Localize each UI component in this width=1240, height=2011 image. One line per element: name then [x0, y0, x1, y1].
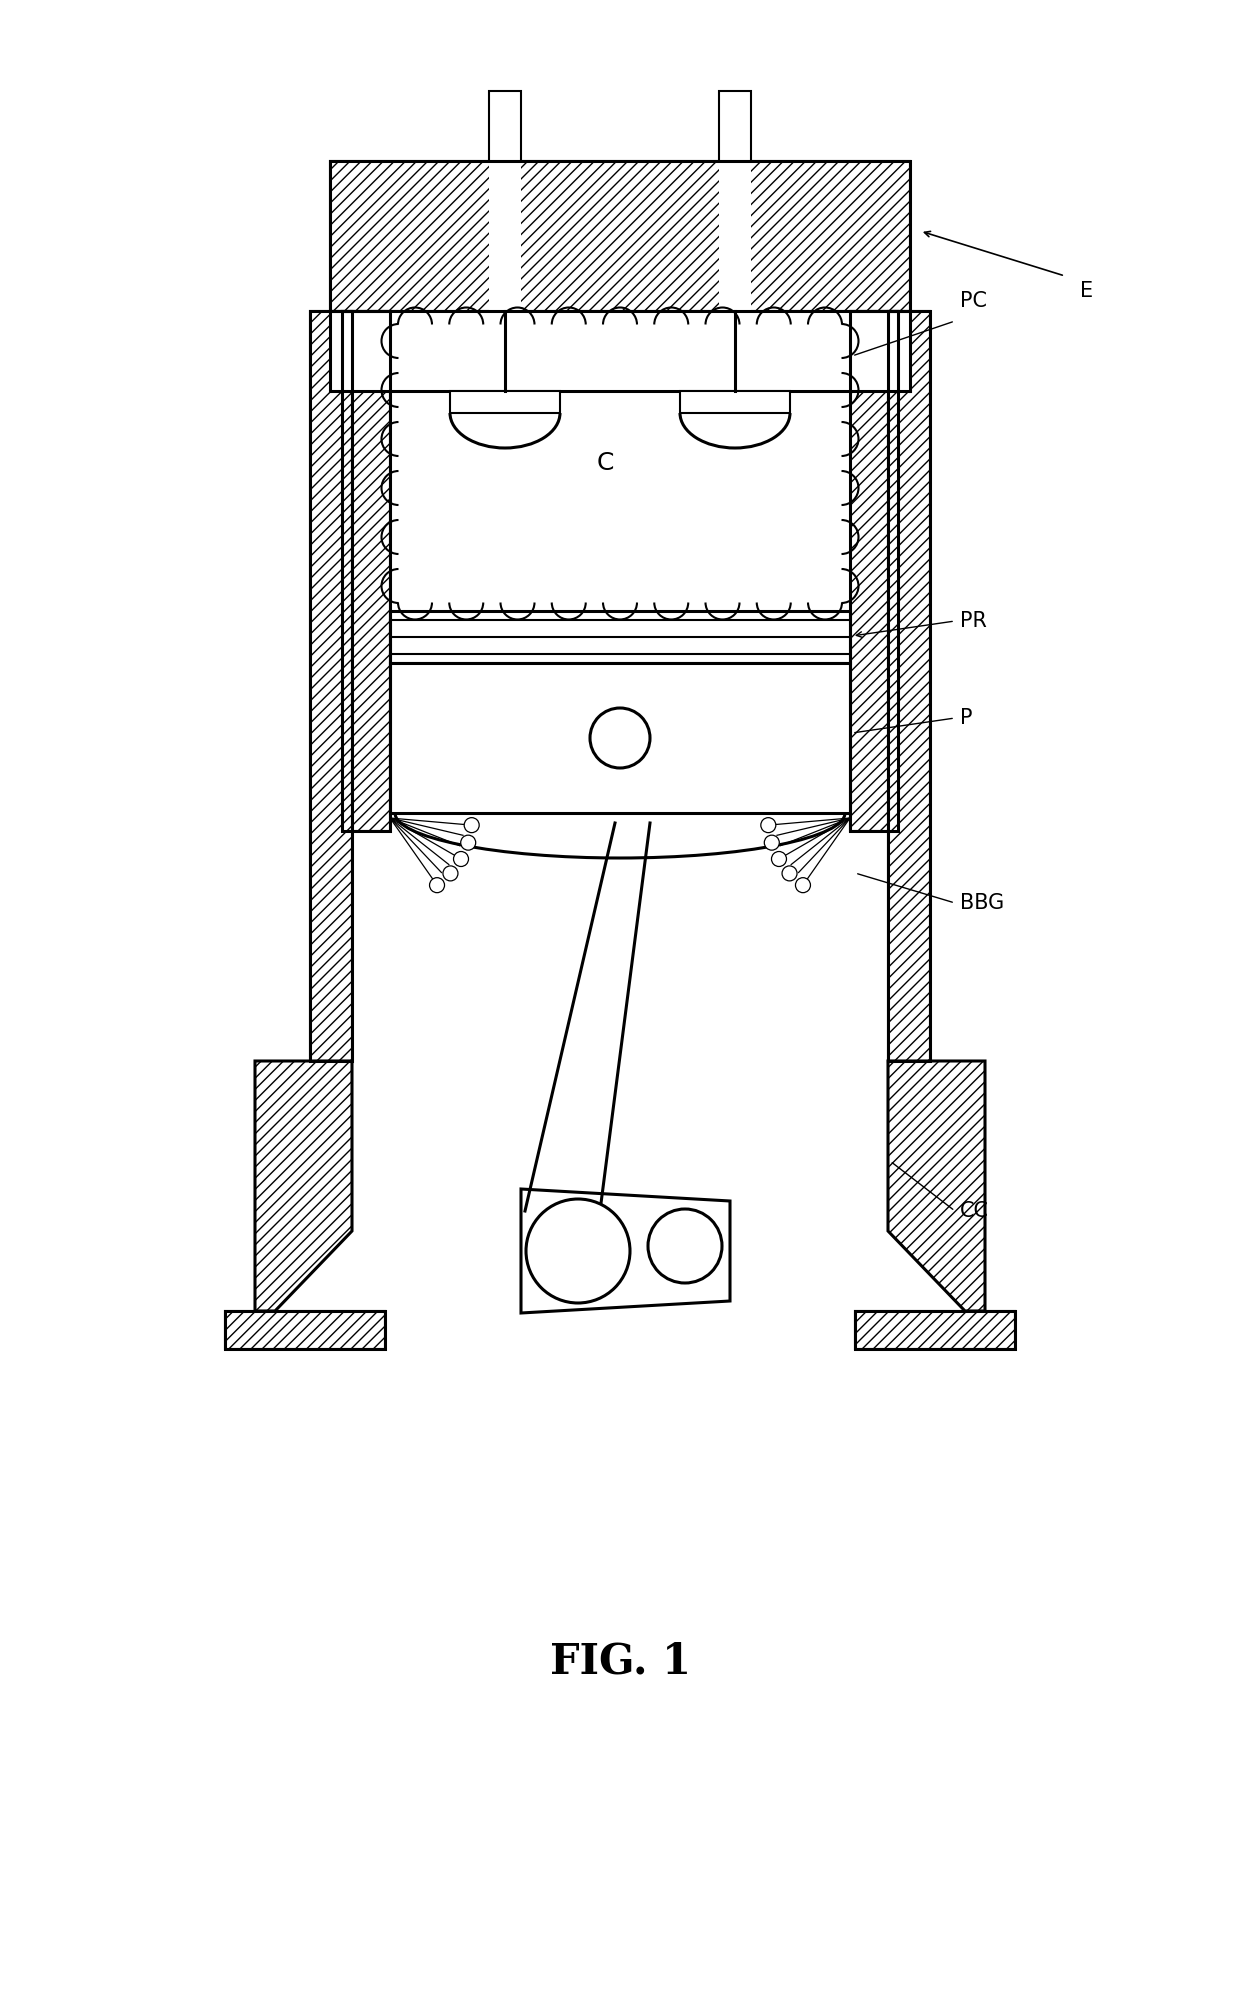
Bar [680, 390, 790, 412]
Circle shape [649, 1209, 722, 1283]
Text: CC: CC [960, 1201, 990, 1221]
Circle shape [771, 851, 786, 867]
Circle shape [461, 835, 476, 851]
Circle shape [429, 877, 444, 893]
Bar [719, 90, 751, 161]
Bar [391, 316, 849, 611]
Bar [224, 1311, 384, 1349]
Bar [849, 312, 898, 831]
Circle shape [590, 708, 650, 768]
Circle shape [454, 851, 469, 867]
Bar [310, 312, 352, 1062]
Text: E: E [1080, 282, 1094, 302]
Bar [391, 664, 849, 812]
Bar [489, 90, 521, 161]
Text: PC: PC [960, 292, 987, 312]
Circle shape [526, 1199, 630, 1303]
Bar [330, 161, 910, 312]
Text: C: C [596, 452, 614, 475]
Polygon shape [330, 161, 575, 390]
Text: BBG: BBG [960, 893, 1004, 913]
Circle shape [764, 835, 779, 851]
Bar [856, 1311, 1016, 1349]
Bar [342, 312, 391, 831]
Circle shape [443, 867, 458, 881]
Bar [888, 312, 930, 1062]
Text: FIG. 1: FIG. 1 [549, 1641, 691, 1681]
Bar [856, 1311, 1016, 1349]
Bar [450, 390, 560, 412]
Bar [888, 312, 930, 1062]
Circle shape [464, 818, 479, 833]
Circle shape [796, 877, 811, 893]
Circle shape [761, 818, 776, 833]
Bar [342, 312, 391, 831]
Polygon shape [888, 1062, 985, 1311]
Bar [391, 611, 849, 664]
Bar [330, 161, 910, 312]
Bar [310, 312, 352, 1062]
Polygon shape [255, 1062, 352, 1311]
Text: PR: PR [960, 611, 987, 631]
Bar [224, 1311, 384, 1349]
Circle shape [782, 867, 797, 881]
Polygon shape [665, 161, 910, 390]
Bar [849, 312, 898, 831]
Text: P: P [960, 708, 972, 728]
